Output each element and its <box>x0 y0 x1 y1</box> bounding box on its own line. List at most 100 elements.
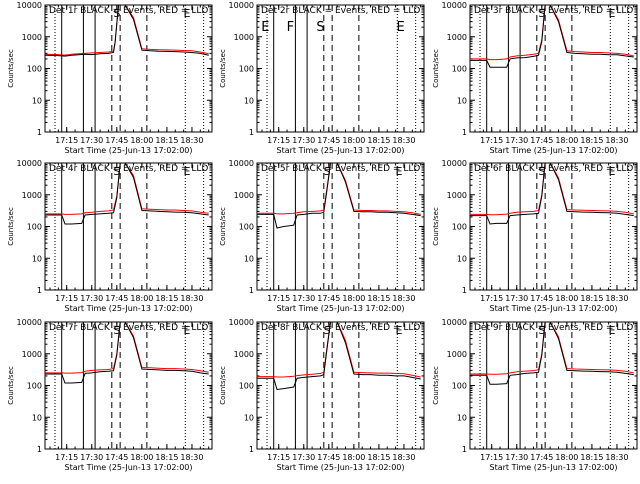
x-tick-label: 17:30 <box>292 453 315 462</box>
x-axis-label: Start Time (25-Jun-13 17:02:00) <box>65 463 193 472</box>
series-lld-line <box>470 5 634 61</box>
y-tick-label: 10000 <box>17 318 42 327</box>
x-tick-label: 17:45 <box>317 136 340 145</box>
x-tick-label: 17:15 <box>480 136 503 145</box>
series-lld-line <box>45 5 209 56</box>
x-tick-label: 18:15 <box>580 136 603 145</box>
panel-title: Det 4r BLACK = Events, RED = LLD <box>49 164 208 174</box>
y-axis-label: Counts/sec <box>219 49 227 88</box>
x-axis-label: Start Time (25-Jun-13 17:02:00) <box>65 304 193 313</box>
y-tick-label: 1 <box>462 445 467 454</box>
segment-marker-label: S <box>324 324 331 337</box>
y-axis-label: Counts/sec <box>432 49 440 88</box>
panel-title: Det 9r BLACK = Events, RED = LLD <box>474 323 633 333</box>
x-tick-label: 17:30 <box>505 453 528 462</box>
x-tick-label: 18:30 <box>392 294 415 303</box>
y-tick-label: 100 <box>239 223 254 232</box>
x-tick-label: 18:15 <box>580 294 603 303</box>
y-tick-label: 10000 <box>229 159 254 168</box>
x-tick-label: 17:45 <box>105 136 128 145</box>
x-tick-label: 18:00 <box>555 453 578 462</box>
panel-title: Det 6r BLACK = Events, RED = LLD <box>474 164 633 174</box>
y-axis-label: Counts/sec <box>219 366 227 405</box>
x-tick-label: 18:15 <box>155 136 178 145</box>
x-tick-label: 18:30 <box>180 136 203 145</box>
x-tick-label: 17:45 <box>317 294 340 303</box>
x-tick-label: 17:15 <box>267 453 290 462</box>
plot-frame <box>256 321 425 450</box>
y-tick-label: 100 <box>27 382 42 391</box>
y-tick-label: 10 <box>32 96 42 105</box>
y-tick-label: 10 <box>457 413 467 422</box>
y-tick-label: 10 <box>244 96 254 105</box>
plot-frame <box>469 162 638 291</box>
y-tick-label: 1000 <box>22 33 42 42</box>
x-tick-label: 18:30 <box>392 136 415 145</box>
series-events-line <box>257 163 421 229</box>
x-tick-label: 17:15 <box>480 294 503 303</box>
segment-marker-label: E <box>395 165 402 178</box>
y-axis-label: Counts/sec <box>432 207 440 246</box>
x-tick-label: 17:45 <box>530 136 553 145</box>
x-tick-label: 17:30 <box>292 294 315 303</box>
x-tick-label: 17:30 <box>80 453 103 462</box>
y-tick-label: 100 <box>452 223 467 232</box>
y-tick-label: 10000 <box>442 1 467 10</box>
x-tick-label: 18:00 <box>555 294 578 303</box>
panel-9: 1 10 100 1000 10000 17:15 17:30 17:45 18:00 18:15… <box>432 318 638 472</box>
plot-frame <box>469 321 638 450</box>
y-tick-label: 1000 <box>447 350 467 359</box>
y-tick-label: 10000 <box>229 1 254 10</box>
x-tick-label: 17:30 <box>505 136 528 145</box>
y-tick-label: 1000 <box>234 350 254 359</box>
x-axis-label: Start Time (25-Jun-13 17:02:00) <box>277 146 405 155</box>
y-tick-label: 1 <box>37 286 42 295</box>
panel-7: 1 10 100 1000 10000 17:15 17:30 17:45 18:00 18:15… <box>7 318 213 472</box>
plot-frame <box>44 4 213 133</box>
x-axis-label: Start Time (25-Jun-13 17:02:00) <box>277 463 405 472</box>
x-tick-label: 18:00 <box>130 453 153 462</box>
y-tick-label: 1 <box>462 128 467 137</box>
y-tick-label: 1 <box>37 445 42 454</box>
segment-marker-label: S <box>113 324 120 337</box>
x-tick-label: 17:45 <box>530 294 553 303</box>
panel-title: Det 3r BLACK = Events, RED = LLD <box>474 6 633 16</box>
series-events-line <box>45 5 209 57</box>
panel-title: Det 2r BLACK = Events, RED = LLD <box>261 6 420 16</box>
panel-title: Det 8r BLACK = Events, RED = LLD <box>261 323 420 333</box>
x-tick-label: 17:30 <box>505 294 528 303</box>
y-tick-label: 10 <box>32 254 42 263</box>
y-tick-label: 1000 <box>22 191 42 200</box>
x-axis-label: Start Time (25-Jun-13 17:02:00) <box>490 146 618 155</box>
x-tick-label: 17:15 <box>55 453 78 462</box>
y-tick-label: 100 <box>239 382 254 391</box>
x-tick-label: 18:00 <box>130 294 153 303</box>
y-tick-label: 100 <box>27 65 42 74</box>
series-events-line <box>470 322 634 385</box>
segment-marker-label: E <box>261 20 269 35</box>
segment-marker-label: E <box>608 324 615 337</box>
segment-marker-label: S <box>113 7 120 20</box>
y-tick-label: 100 <box>27 223 42 232</box>
x-tick-label: 18:00 <box>342 453 365 462</box>
x-tick-label: 17:30 <box>80 136 103 145</box>
x-tick-label: 18:15 <box>367 453 390 462</box>
y-tick-label: 100 <box>452 65 467 74</box>
segment-marker-label: E <box>183 7 190 20</box>
x-tick-label: 18:00 <box>342 294 365 303</box>
series-lld-line <box>470 163 634 216</box>
x-tick-label: 18:30 <box>180 294 203 303</box>
x-tick-label: 17:45 <box>530 453 553 462</box>
segment-marker-label: S <box>538 165 545 178</box>
y-tick-label: 1000 <box>447 33 467 42</box>
panel-3: 1 10 100 1000 10000 17:15 17:30 17:45 18:00 18:15… <box>432 1 638 155</box>
panel-8: 1 10 100 1000 10000 17:15 17:30 17:45 18:00 18:15… <box>219 318 425 472</box>
y-tick-label: 10 <box>457 254 467 263</box>
segment-marker-label: S <box>113 165 120 178</box>
x-tick-label: 17:15 <box>55 294 78 303</box>
segment-marker-label: E <box>608 165 615 178</box>
y-tick-label: 1000 <box>234 33 254 42</box>
panel-title: Det 7r BLACK = Events, RED = LLD <box>49 323 208 333</box>
y-tick-label: 10000 <box>229 318 254 327</box>
